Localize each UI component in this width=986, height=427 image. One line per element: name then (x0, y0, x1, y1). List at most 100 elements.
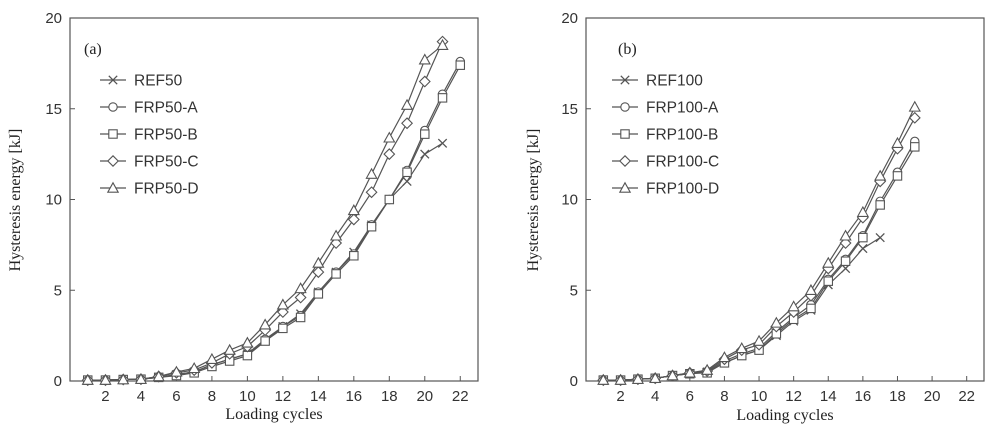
data-point-frp50-c (347, 213, 360, 226)
legend-label-ref100: REF100 (646, 73, 703, 90)
data-point-frp50-b (384, 194, 395, 205)
data-point-frp100-b (823, 276, 834, 286)
data-point-frp50-d (117, 373, 130, 385)
data-point-frp50-d (365, 167, 378, 179)
x-tick-label: 18 (889, 388, 906, 405)
legend-label-frp50-a: FRP50-A (134, 100, 198, 117)
data-point-frp50-b (366, 221, 377, 232)
y-tick-label: 0 (54, 373, 62, 390)
data-point-frp50-b (295, 312, 306, 323)
data-point-ref100 (875, 232, 885, 243)
x-tick-label: 10 (239, 388, 256, 405)
data-point-frp50-d (170, 365, 183, 377)
x-tick-label: 12 (275, 388, 292, 405)
legend-marker-frp100-a (620, 102, 630, 112)
data-point-frp50-d (276, 298, 290, 310)
y-tick-label: 10 (45, 192, 62, 209)
plot-area-frame (69, 17, 479, 382)
x-tick-label: 8 (208, 388, 216, 405)
data-point-frp50-d (99, 373, 112, 385)
legend: REF100 FRP100-A FRP100-B FRP100-C FRP100-D (612, 73, 719, 198)
data-point-frp50-d (383, 131, 396, 143)
data-point-frp50-d (294, 282, 307, 294)
legend-marker-ref100 (620, 75, 630, 85)
data-point-frp50-d (81, 373, 94, 385)
data-point-frp50-d (347, 204, 360, 216)
data-point-frp50-d (436, 38, 449, 50)
x-tick-label: 12 (785, 388, 802, 405)
legend-label-frp50-c: FRP50-C (134, 154, 199, 171)
data-point-frp100-d (856, 205, 870, 217)
data-point-frp100-d (597, 373, 610, 385)
legend-marker-frp50-d (106, 181, 120, 193)
chart-panel-b: 2 4 6 8 10 12 14 16 18 20 22 0 5 10 15 20 REF100 FRP100-… (525, 10, 985, 424)
data-point-frp50-c (383, 148, 396, 161)
data-point-frp50-d (400, 98, 414, 110)
data-point-frp50-d (205, 352, 219, 364)
legend-label-frp50-d: FRP50-D (134, 181, 199, 198)
data-point-frp50-d (312, 256, 325, 268)
data-point-frp100-d (666, 369, 679, 381)
data-point-frp100-b (875, 200, 885, 210)
x-tick-label: 6 (172, 388, 180, 405)
data-point-frp50-b (260, 336, 270, 346)
x-tick-label: 4 (651, 388, 659, 405)
data-point-frp50-b (278, 323, 288, 334)
y-tick-label: 15 (45, 101, 62, 118)
legend-marker-ref50 (108, 75, 118, 85)
x-tick-label: 2 (101, 388, 109, 405)
data-point-frp100-b (806, 303, 816, 314)
data-point-frp100-d (874, 169, 887, 181)
data-point-frp50-b (313, 289, 324, 299)
y-axis-title: Hysteresis energy [kJ] (525, 129, 542, 272)
data-point-frp100-d (631, 372, 645, 384)
x-tick-label: 16 (855, 388, 872, 405)
y-tick-label: 5 (570, 282, 578, 299)
data-point-frp50-b (349, 251, 359, 261)
y-tick-label: 20 (561, 10, 578, 27)
data-point-frp50-c (312, 266, 325, 279)
legend-label-frp100-a: FRP100-A (646, 100, 719, 117)
series-lines (87, 41, 461, 381)
data-point-frp100-d (770, 316, 783, 328)
data-point-ref50 (437, 138, 448, 148)
data-point-frp100-d (908, 100, 921, 112)
data-point-frp100-b (892, 171, 903, 181)
data-point-ref50 (402, 176, 412, 187)
data-point-ref50 (420, 149, 430, 159)
data-point-frp100-b (910, 142, 920, 152)
legend-label-frp100-d: FRP100-D (646, 181, 719, 198)
data-point-frp50-d (188, 361, 201, 374)
y-tick-label: 0 (570, 373, 578, 390)
x-axis-title: Loading cycles (225, 406, 322, 423)
data-point-frp100-d (839, 229, 852, 241)
x-tick-label: 14 (310, 388, 327, 405)
chart-panel-a: 2 4 6 8 10 12 14 16 18 20 22 0 5 10 15 20 REF50 FRP50-A F… (7, 10, 479, 423)
y-tick-label: 5 (54, 282, 62, 299)
data-point-frp100-d (649, 371, 662, 384)
y-axis-title: Hysteresis energy [kJ] (7, 129, 24, 272)
data-point-frp100-d (700, 363, 714, 375)
data-point-frp50-d (418, 53, 431, 65)
data-point-frp50-d (241, 336, 254, 348)
data-point-frp100-d (804, 283, 818, 295)
data-point-frp100-c (908, 111, 921, 124)
data-point-frp50-d (223, 343, 236, 355)
series-markers (81, 35, 466, 387)
data-point-frp50-d (152, 370, 165, 382)
data-point-frp50-b (437, 93, 448, 103)
x-tick-label: 20 (924, 388, 941, 405)
x-tick-label: 22 (452, 388, 469, 405)
data-point-frp50-c (294, 291, 307, 304)
data-point-frp50-c (418, 75, 431, 88)
y-tick-label: 20 (45, 10, 62, 27)
legend: REF50 FRP50-A FRP50-B FRP50-C FRP50-D (100, 73, 199, 198)
x-tick-label: 4 (137, 388, 145, 405)
legend-marker-frp50-c (107, 155, 119, 167)
data-point-frp50-b (455, 60, 466, 70)
legend-label-ref50: REF50 (134, 73, 183, 90)
data-point-frp100-d (787, 300, 800, 312)
data-point-frp50-d (258, 318, 272, 330)
data-point-frp100-d (822, 256, 835, 268)
